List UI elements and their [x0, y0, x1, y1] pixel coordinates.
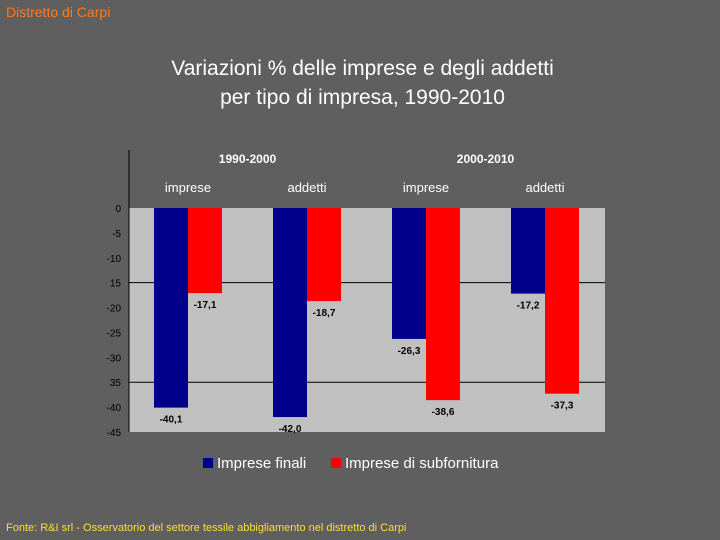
data-label: -42,0	[279, 424, 302, 435]
y-tick-label: -40	[107, 403, 122, 414]
y-tick-label: -5	[112, 229, 121, 240]
y-tick-label: 35	[110, 378, 122, 389]
bar	[426, 208, 460, 401]
period-label: 1990-2000	[219, 152, 277, 166]
category-label: addetti	[525, 180, 564, 195]
data-label: -18,7	[313, 308, 336, 319]
source-note: Fonte: R&I srl - Osservatorio del settor…	[6, 522, 407, 534]
bar	[307, 208, 341, 302]
bar	[188, 208, 222, 294]
data-label: -17,1	[194, 300, 217, 311]
data-label: -40,1	[160, 415, 183, 426]
category-label: imprese	[403, 180, 449, 195]
y-tick-label: -25	[107, 328, 122, 339]
bar	[392, 208, 426, 339]
category-label: addetti	[287, 180, 326, 195]
y-tick-label: 0	[115, 204, 121, 215]
data-label: -17,2	[517, 301, 540, 312]
bar	[511, 208, 545, 294]
district-label: Distretto di Carpi	[6, 4, 111, 20]
y-tick-label: 15	[110, 279, 122, 290]
data-label: -26,3	[398, 346, 421, 357]
y-tick-label: -10	[107, 254, 122, 265]
data-label: -38,6	[432, 407, 455, 418]
chart-title-line-2: per tipo di impresa, 1990-2010	[220, 86, 505, 109]
bar	[273, 208, 307, 418]
legend-swatch	[331, 458, 341, 468]
period-label: 2000-2010	[457, 152, 515, 166]
chart-title-line-1: Variazioni % delle imprese e degli addet…	[171, 57, 554, 80]
y-tick-label: -45	[107, 428, 122, 439]
legend-swatch	[203, 458, 213, 468]
y-tick-label: -30	[107, 353, 122, 364]
bar	[545, 208, 579, 394]
bar	[154, 208, 188, 408]
legend-label: Imprese di subfornitura	[345, 455, 499, 472]
y-tick-label: -20	[107, 304, 122, 315]
category-label: imprese	[165, 180, 211, 195]
chart-title: Variazioni % delle imprese e degli addet…	[0, 54, 720, 112]
legend-label: Imprese finali	[217, 455, 306, 472]
data-label: -37,3	[551, 401, 574, 412]
